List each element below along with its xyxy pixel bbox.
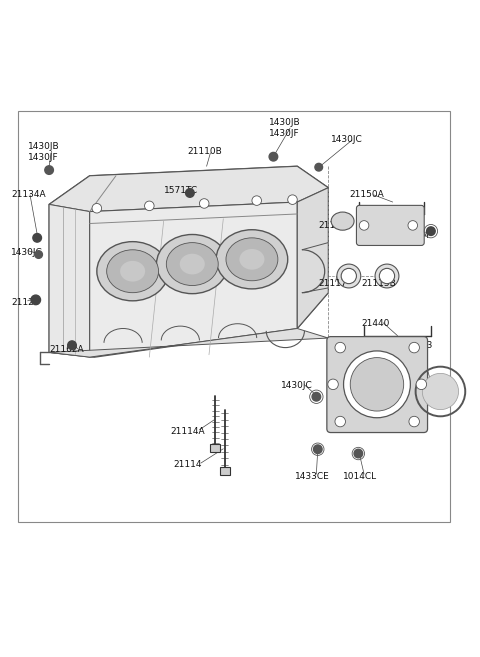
Circle shape xyxy=(335,417,346,427)
Circle shape xyxy=(335,342,346,353)
Circle shape xyxy=(416,379,427,390)
Ellipse shape xyxy=(156,235,228,294)
Circle shape xyxy=(375,264,399,288)
Text: 21150A: 21150A xyxy=(350,191,384,199)
Polygon shape xyxy=(49,328,328,357)
Circle shape xyxy=(379,268,395,284)
Text: 1433CE: 1433CE xyxy=(295,472,330,481)
Polygon shape xyxy=(297,188,328,328)
Polygon shape xyxy=(49,166,328,357)
Ellipse shape xyxy=(331,212,354,230)
Circle shape xyxy=(341,268,357,284)
Text: 1430JB
1430JF: 1430JB 1430JF xyxy=(28,142,59,162)
Text: 21440: 21440 xyxy=(362,319,390,328)
Ellipse shape xyxy=(216,230,288,289)
Ellipse shape xyxy=(240,249,264,269)
Text: 1430JB
1430JF: 1430JB 1430JF xyxy=(269,118,300,138)
Circle shape xyxy=(186,189,194,197)
Ellipse shape xyxy=(107,250,158,292)
Ellipse shape xyxy=(97,242,168,301)
Circle shape xyxy=(354,449,363,458)
Circle shape xyxy=(92,204,102,213)
Circle shape xyxy=(409,417,420,427)
Text: 21134A: 21134A xyxy=(11,191,46,199)
Text: 21115B: 21115B xyxy=(362,279,396,288)
Text: 21114: 21114 xyxy=(173,460,202,469)
FancyBboxPatch shape xyxy=(357,206,424,246)
Circle shape xyxy=(33,233,41,242)
Circle shape xyxy=(35,251,42,258)
Circle shape xyxy=(408,221,418,230)
Polygon shape xyxy=(49,166,328,212)
Circle shape xyxy=(360,221,369,230)
Circle shape xyxy=(427,227,435,235)
Circle shape xyxy=(288,195,297,204)
Text: 1430JC: 1430JC xyxy=(11,248,43,257)
Polygon shape xyxy=(49,204,90,357)
Bar xyxy=(18,112,450,522)
Ellipse shape xyxy=(120,261,145,282)
Circle shape xyxy=(312,392,321,401)
Bar xyxy=(210,444,220,451)
Circle shape xyxy=(328,379,338,390)
Circle shape xyxy=(337,264,361,288)
FancyBboxPatch shape xyxy=(327,336,428,432)
Text: 21123: 21123 xyxy=(11,298,39,307)
Circle shape xyxy=(68,341,76,350)
Text: 21117: 21117 xyxy=(319,279,348,288)
Circle shape xyxy=(144,201,154,211)
Text: 1430JC: 1430JC xyxy=(281,381,312,390)
Circle shape xyxy=(45,166,53,174)
Circle shape xyxy=(350,357,404,411)
Ellipse shape xyxy=(180,254,205,275)
Circle shape xyxy=(313,445,322,453)
Text: 21114A: 21114A xyxy=(171,426,205,436)
Circle shape xyxy=(409,342,420,353)
Text: 21152: 21152 xyxy=(319,221,347,231)
Text: 1014CM: 1014CM xyxy=(393,231,430,240)
Ellipse shape xyxy=(167,242,218,286)
Text: 1571TC: 1571TC xyxy=(164,186,198,194)
Polygon shape xyxy=(90,202,297,357)
Text: 21162A: 21162A xyxy=(49,346,84,355)
Circle shape xyxy=(199,198,209,208)
Text: 21443: 21443 xyxy=(405,341,433,350)
Circle shape xyxy=(252,196,262,206)
Circle shape xyxy=(31,295,40,305)
Circle shape xyxy=(344,351,410,418)
Ellipse shape xyxy=(226,238,278,281)
Circle shape xyxy=(315,164,323,171)
Text: 1430JC: 1430JC xyxy=(331,135,362,145)
Text: 1014CL: 1014CL xyxy=(343,472,377,481)
Circle shape xyxy=(422,373,458,409)
Text: 21110B: 21110B xyxy=(188,147,222,156)
Circle shape xyxy=(269,152,278,161)
Bar xyxy=(220,467,229,474)
